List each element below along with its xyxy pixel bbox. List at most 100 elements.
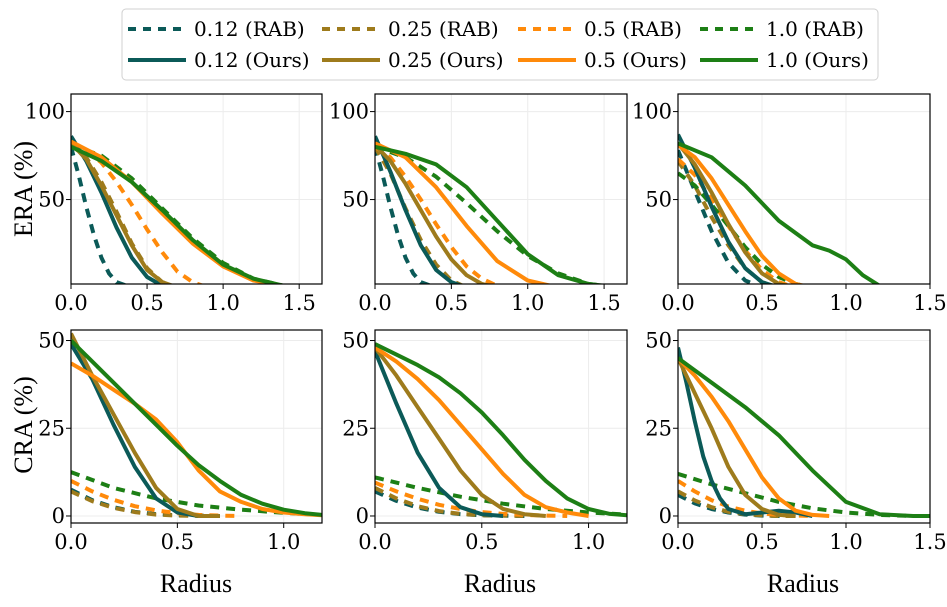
x-tick-label: 0.0 <box>661 291 694 315</box>
row-ylabel-era: ERA (%) <box>9 141 38 237</box>
x-tick-label: 0.0 <box>54 530 87 554</box>
x-tick-label: 1.5 <box>587 291 620 315</box>
x-tick-label: 1.5 <box>913 530 946 554</box>
axes-frame <box>374 93 628 285</box>
series-line-ours <box>678 356 830 518</box>
legend-entry: 0.12 (Ours) <box>128 48 310 72</box>
series-line-ours <box>71 144 288 284</box>
x-tick-label: 1.0 <box>829 291 862 315</box>
x-tick-label: 1.0 <box>572 530 605 554</box>
series-line-ours <box>375 144 607 284</box>
series-line-rab <box>71 146 128 284</box>
series-line-ours <box>375 342 627 518</box>
subplot: 0.0 0.5 1.0 1.5 50 100 <box>632 93 947 315</box>
legend-label: 0.25 (Ours) <box>388 48 504 72</box>
x-tick-label: 1.5 <box>913 291 946 315</box>
y-tick-label: 50 <box>645 329 672 353</box>
legend-entry: 0.25 (Ours) <box>322 48 504 72</box>
y-tick-label: 25 <box>645 416 672 440</box>
x-axis-label-col-3: Radius <box>767 569 839 598</box>
legend-label: 1.0 (Ours) <box>766 48 869 72</box>
x-tick-label: 0.5 <box>465 530 498 554</box>
y-tick-label: 50 <box>342 188 369 212</box>
y-tick-label: 0 <box>659 504 672 528</box>
series-group <box>71 332 322 518</box>
series-line-rab <box>678 471 914 518</box>
series-line-ours <box>678 357 796 518</box>
series-line-ours <box>375 143 491 284</box>
y-tick-label: 50 <box>38 188 65 212</box>
x-tick-label: 1.0 <box>829 530 862 554</box>
subplot: 0.0 0.5 1.0 1.5 50 100 <box>25 93 323 315</box>
series-line-ours <box>678 356 930 518</box>
axes-frame <box>677 93 931 285</box>
series-line-ours <box>375 350 504 518</box>
y-tick-label: 0 <box>52 504 65 528</box>
y-tick-label: 25 <box>38 416 65 440</box>
series-line-ours <box>678 141 882 284</box>
legend-entry: 1.0 (RAB) <box>700 17 864 41</box>
series-line-ours <box>678 143 806 284</box>
subplot: 0.0 0.5 1.0 1.5 0 25 50 <box>645 329 946 554</box>
series-line-ours <box>71 141 174 284</box>
y-tick-label: 50 <box>645 188 672 212</box>
x-tick-label: 0.5 <box>745 291 778 315</box>
legend-frame <box>121 8 879 81</box>
legend-label: 0.25 (RAB) <box>388 17 499 41</box>
series-line-ours <box>375 135 463 284</box>
axes-frame <box>677 329 931 524</box>
legend-label: 0.5 (Ours) <box>584 48 687 72</box>
y-tick-label: 50 <box>342 329 369 353</box>
y-tick-label: 25 <box>342 416 369 440</box>
legend-entry: 0.12 (RAB) <box>128 17 305 41</box>
subplot: 0.0 0.5 1.0 0 25 50 <box>38 329 323 554</box>
y-tick-label: 0 <box>356 504 369 528</box>
series-line-rab <box>375 145 464 284</box>
series-line-rab <box>375 475 627 517</box>
y-tick-label: 100 <box>632 100 672 124</box>
axes-frame <box>374 329 628 524</box>
series-line-rab <box>678 171 806 284</box>
series-line-ours <box>678 347 813 518</box>
series-line-rab <box>375 144 607 284</box>
series-line-rab <box>375 145 500 284</box>
row-ylabel-cra: CRA (%) <box>9 376 38 474</box>
legend-entry: 0.5 (Ours) <box>518 48 687 72</box>
series-line-ours <box>71 339 322 517</box>
series-line-ours <box>375 345 589 518</box>
y-tick-label: 50 <box>38 329 65 353</box>
x-tick-label: 1.0 <box>267 530 300 554</box>
x-tick-label: 0.5 <box>130 291 163 315</box>
series-line-rab <box>71 470 322 517</box>
series-group <box>678 347 930 518</box>
x-axis-label-col-2: Radius <box>464 569 536 598</box>
legend: 0.12 (RAB) 0.25 (RAB) 0.5 (RAB) 1.0 (RAB) 0.… <box>121 8 879 81</box>
x-tick-label: 1.0 <box>206 291 239 315</box>
series-line-ours <box>678 142 789 284</box>
y-tick-label: 100 <box>25 100 65 124</box>
axes-frame <box>70 93 323 285</box>
series-line-ours <box>71 361 322 518</box>
series-line-ours <box>375 346 546 518</box>
series-group <box>375 135 607 284</box>
series-line-ours <box>375 141 552 284</box>
x-tick-label: 0.0 <box>661 530 694 554</box>
series-line-rab <box>71 143 204 284</box>
series-group <box>71 135 288 284</box>
legend-entry: 0.25 (RAB) <box>322 17 499 41</box>
legend-entry: 1.0 (Ours) <box>700 48 869 72</box>
x-tick-label: 0.0 <box>358 530 391 554</box>
x-tick-label: 0.5 <box>161 530 194 554</box>
series-group <box>375 342 627 518</box>
x-tick-label: 0.0 <box>54 291 87 315</box>
series-group <box>678 133 882 284</box>
legend-label: 0.5 (RAB) <box>584 17 682 41</box>
y-tick-label: 100 <box>329 100 369 124</box>
x-tick-label: 1.5 <box>282 291 315 315</box>
legend-label: 1.0 (RAB) <box>766 17 864 41</box>
subplot: 0.0 0.5 1.0 0 25 50 <box>342 329 628 554</box>
legend-entry: 0.5 (RAB) <box>518 17 682 41</box>
x-tick-label: 1.0 <box>511 291 544 315</box>
legend-label: 0.12 (RAB) <box>194 17 305 41</box>
